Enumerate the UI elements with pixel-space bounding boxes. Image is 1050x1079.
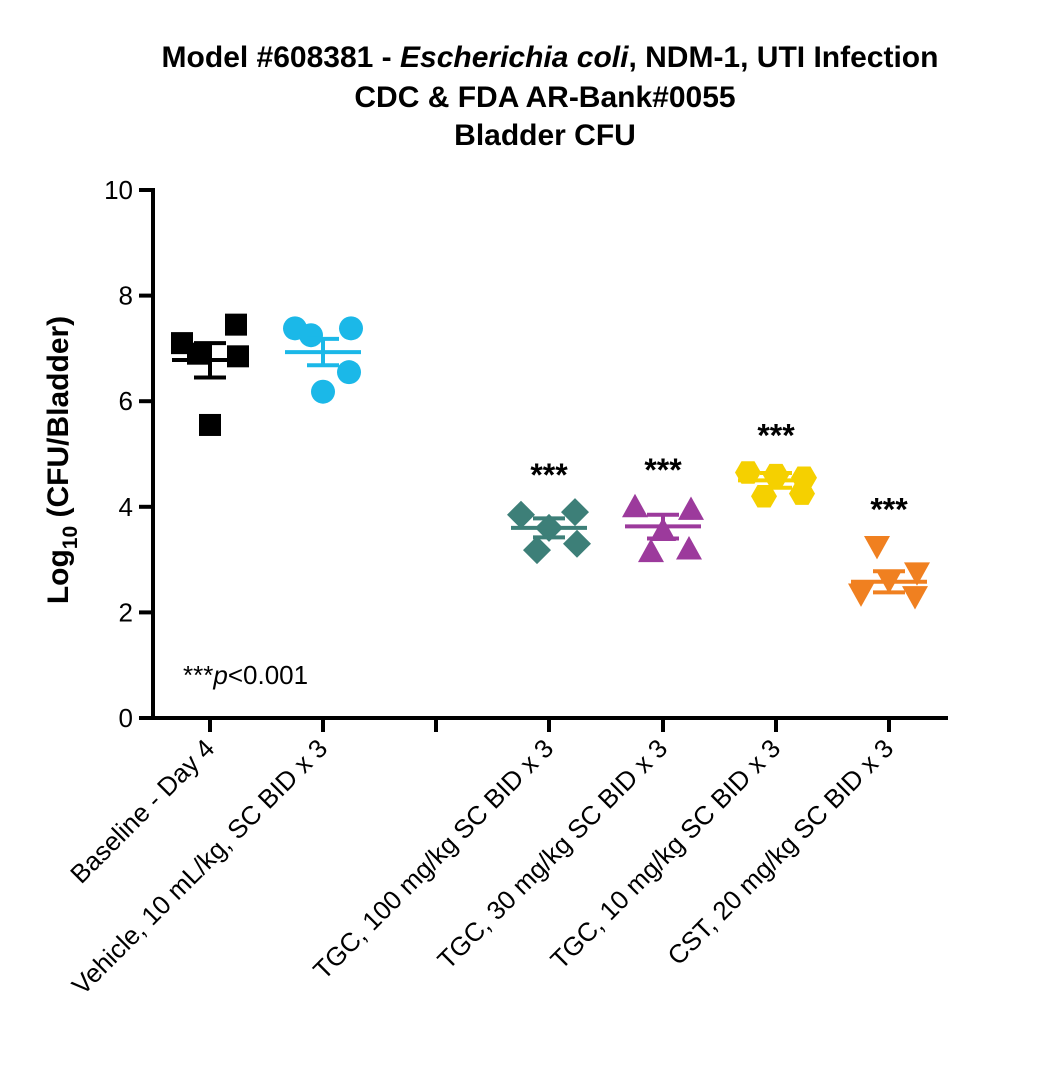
data-point [337,360,361,385]
significance-note: ***p<0.001 [183,660,308,690]
y-ticks: 0 2 4 6 8 10 [104,175,153,733]
data-point [864,536,890,560]
data-point [563,529,591,558]
data-point [225,313,247,336]
data-point [848,583,874,607]
significance-label: *** [530,457,568,493]
data-point [227,345,249,368]
chart-title-line-1: Model #608381 - Escherichia coli, NDM-1,… [162,41,939,74]
data-point [638,538,664,563]
data-point [902,586,928,610]
significance-label: *** [757,417,795,453]
axes [151,188,948,720]
data-point [339,316,363,341]
y-tick-label: 8 [119,281,133,311]
data-point [199,413,221,436]
data-group: *** TGC, 30 mg/kg SC BID x 3 [431,452,704,975]
data-group: *** TGC, 10 mg/kg SC BID x 3 [544,417,817,975]
data-point [523,536,551,565]
data-point [622,493,648,518]
data-point [678,496,704,520]
y-tick-label: 6 [119,386,133,416]
x-tick-label: TGC, 100 mg/kg SC BID x 3 [307,733,559,985]
svg-text:Log10 (CFU/Bladder): Log10 (CFU/Bladder) [42,316,82,604]
data-point [751,485,777,508]
significance-label: *** [644,452,682,488]
chart-title: Model #608381 - Escherichia coli, NDM-1,… [162,41,939,152]
data-point [507,500,535,529]
data-point [311,379,335,404]
chart-title-line-3: Bladder CFU [454,119,636,152]
x-ticks [208,718,891,732]
data-point [904,562,930,586]
significance-label: *** [870,491,908,527]
data-point [299,323,323,348]
x-tick-label: TGC, 10 mg/kg SC BID x 3 [544,733,786,975]
data-group: Baseline - Day 4 [64,313,249,889]
data-point [676,536,702,560]
y-tick-label: 2 [119,597,133,627]
data-point [561,498,589,527]
y-axis-label: Log10 (CFU/Bladder) [42,316,82,604]
chart-title-line-2: CDC & FDA AR-Bank#0055 [354,81,735,114]
data-point [791,466,817,489]
y-tick-label: 10 [104,175,133,205]
y-tick-label: 0 [119,703,133,733]
x-tick-label: TGC, 30 mg/kg SC BID x 3 [431,733,673,975]
y-tick-label: 4 [119,492,133,522]
data-point [735,461,761,484]
x-tick-label: CST, 20 mg/kg SC BID x 3 [661,733,899,971]
